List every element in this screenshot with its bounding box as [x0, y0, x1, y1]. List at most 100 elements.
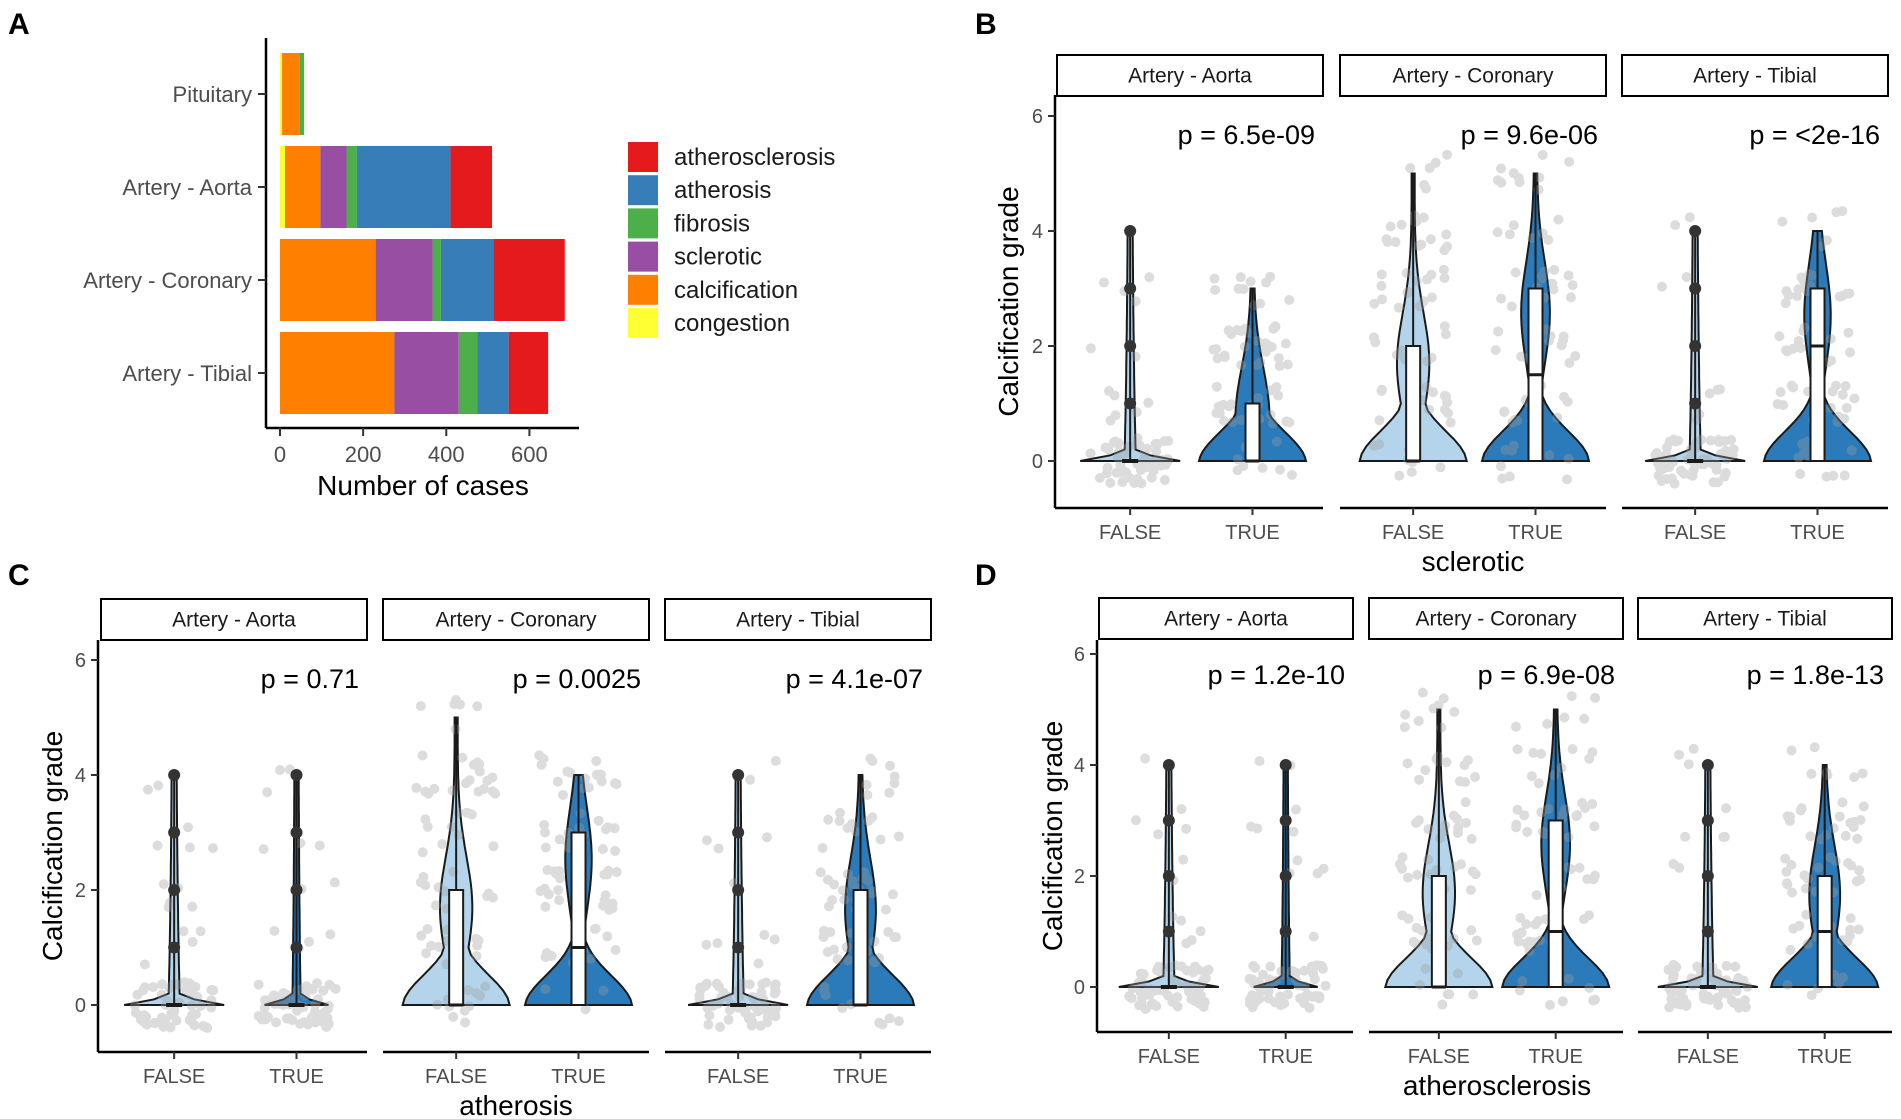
jitter-point [1163, 435, 1174, 446]
jitter-point [1537, 826, 1548, 837]
jitter-point [1846, 445, 1857, 456]
jitter-point [883, 926, 894, 937]
jitter-point [1656, 281, 1667, 292]
jitter-point [761, 832, 772, 843]
jitter-point [1559, 804, 1570, 815]
jitter-point [1308, 968, 1319, 979]
jitter-point [148, 982, 159, 993]
jitter-point [1162, 455, 1173, 466]
jitter-point [320, 1019, 331, 1030]
jitter-point [472, 701, 483, 712]
jitter-point [1738, 975, 1749, 986]
jitter-point [1695, 966, 1706, 977]
jitter-point [1260, 338, 1271, 349]
jitter-point [1442, 989, 1453, 1000]
jitter-point [1584, 982, 1595, 993]
jitter-point [1390, 237, 1401, 248]
jitter-point [1664, 453, 1675, 464]
jitter-point [1452, 827, 1463, 838]
jitter-point [704, 1010, 715, 1021]
jitter-point [820, 990, 831, 1001]
jitter-point [195, 1000, 206, 1011]
jitter-point [471, 933, 482, 944]
jitter-point [311, 1013, 322, 1024]
jitter-point [182, 822, 193, 833]
p-value: p = 1.2e-10 [1208, 660, 1345, 690]
jitter-point [1668, 959, 1679, 970]
jitter-point [1781, 345, 1792, 356]
jitter-point [1665, 456, 1676, 467]
jitter-point [1564, 358, 1575, 369]
jitter-point [1839, 470, 1850, 481]
panel-a-bar-chart: Pituitary Artery - Aorta Artery - Coronary… [83, 38, 835, 501]
jitter-point [1210, 284, 1221, 295]
jitter-point [1132, 433, 1143, 444]
jitter-point [701, 978, 712, 989]
x-tick-label: FALSE [1664, 522, 1726, 544]
jitter-point [1676, 984, 1687, 995]
jitter-point [711, 978, 722, 989]
jitter-point [1718, 832, 1729, 843]
jitter-point [1533, 778, 1544, 789]
jitter-point [1235, 272, 1246, 283]
jitter-point [1138, 455, 1149, 466]
x-tick-label: FALSE [1099, 522, 1161, 544]
jitter-point [602, 822, 613, 833]
jitter-point [1661, 442, 1672, 453]
jitter-point [610, 845, 621, 856]
jitter-point [1421, 274, 1432, 285]
jitter-point [1492, 227, 1503, 238]
jitter-point [1374, 415, 1385, 426]
jitter-point [770, 986, 781, 997]
jitter-point [1100, 442, 1111, 453]
jitter-point [552, 776, 563, 787]
jitter-point [714, 981, 725, 992]
jitter-point [1825, 852, 1836, 863]
jitter-point [1134, 439, 1145, 450]
jitter-point [1141, 443, 1152, 454]
jitter-point [1265, 385, 1276, 396]
jitter-point [1567, 744, 1578, 755]
jitter-point [1292, 855, 1303, 866]
jitter-point [762, 1012, 773, 1023]
jitter-point [190, 1009, 201, 1020]
jitter-point [1720, 986, 1731, 997]
y-axis-title: Calcification grade [993, 186, 1024, 416]
jitter-point [1146, 472, 1157, 483]
jitter-point [1780, 853, 1791, 864]
jitter-point [1425, 234, 1436, 245]
jitter-point [1537, 149, 1548, 160]
jitter-points-false [1085, 272, 1174, 489]
jitter-point [1834, 291, 1845, 302]
jitter-point [260, 995, 271, 1006]
jitter-point [206, 1002, 217, 1013]
legend: atherosclerosis atherosis fibrosis scleroti… [628, 142, 835, 338]
jitter-point [1830, 856, 1841, 867]
jitter-point [1837, 972, 1848, 983]
jitter-point [1681, 272, 1692, 283]
jitter-point [1559, 712, 1570, 723]
jitter-point [1102, 462, 1113, 473]
jitter-point [303, 1019, 314, 1030]
jitter-point [417, 847, 428, 858]
jitter-point [160, 999, 171, 1010]
jitter-point [1426, 292, 1437, 303]
jitter-point [1562, 396, 1573, 407]
jitter-point [1543, 804, 1554, 815]
jitter-point [1194, 998, 1205, 1009]
jitter-point [1151, 446, 1162, 457]
jitter-point [1438, 693, 1449, 704]
jitter-point [1261, 277, 1272, 288]
p-value: p = 4.1e-07 [786, 664, 923, 694]
jitter-point [1130, 351, 1141, 362]
jitter-point [1124, 473, 1135, 484]
jitter-point [1420, 765, 1431, 776]
jitter-point [1374, 439, 1385, 450]
jitter-point [306, 984, 317, 995]
jitter-point [1713, 434, 1724, 445]
outlier-point [290, 826, 303, 839]
jitter-point [1786, 380, 1797, 391]
jitter-point [540, 984, 551, 995]
jitter-point [1199, 967, 1210, 978]
jitter-point [1244, 998, 1255, 1009]
